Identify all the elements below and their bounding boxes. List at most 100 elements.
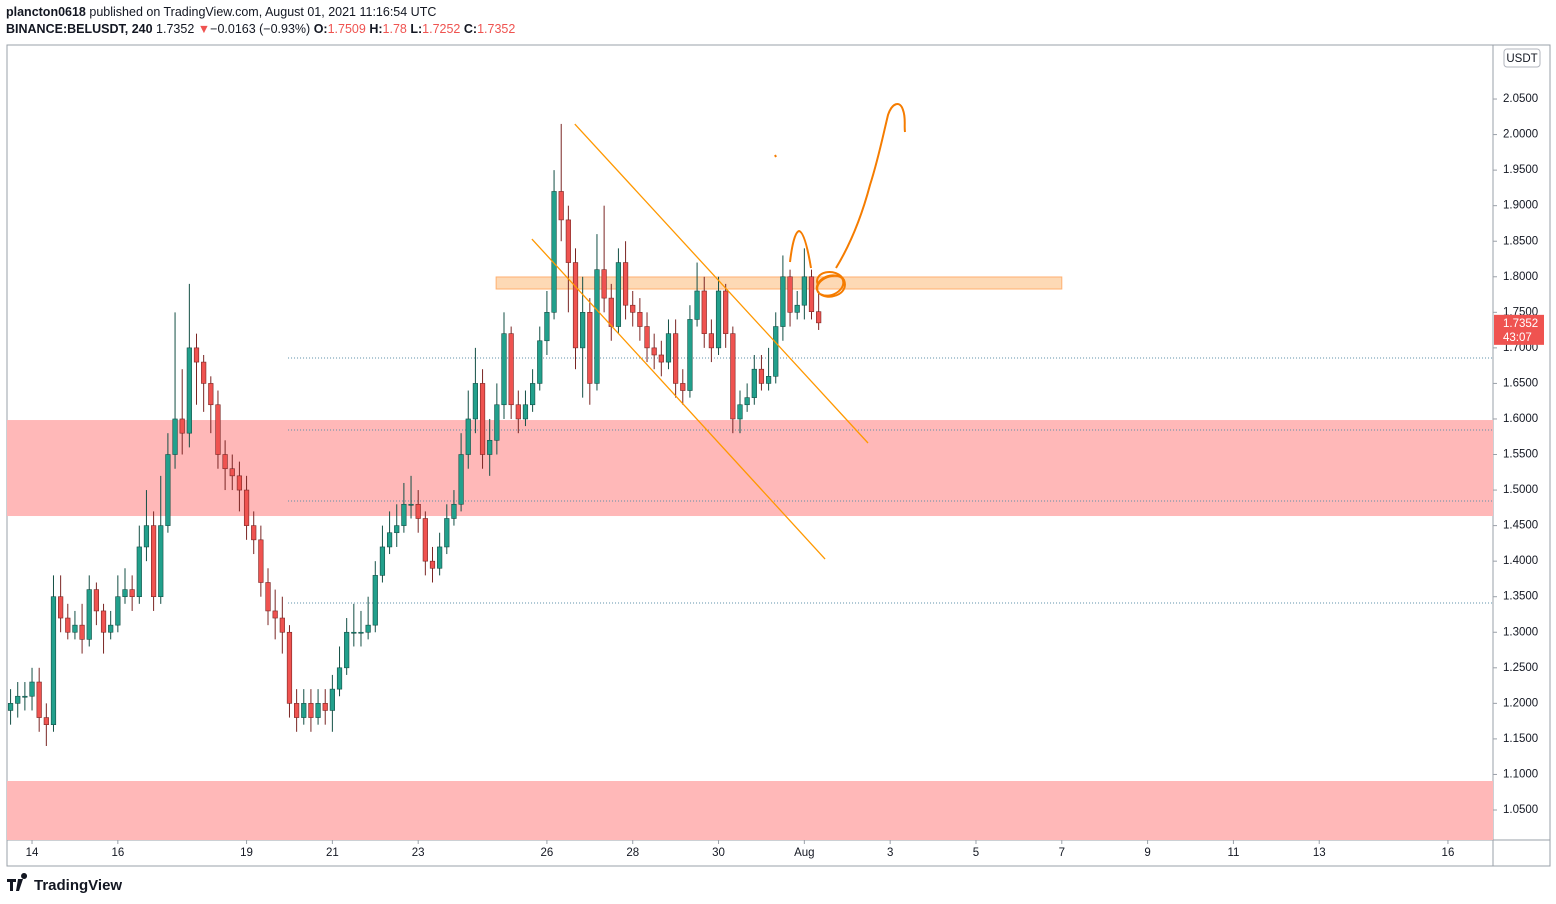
candle-body <box>773 326 779 377</box>
candle-body <box>522 404 529 420</box>
candle-body <box>93 589 99 612</box>
candle-body <box>401 503 407 526</box>
candle-body <box>236 475 243 491</box>
candle-body <box>251 525 257 541</box>
candle-body <box>329 688 335 711</box>
candle-body <box>687 319 693 391</box>
y-tick-label: 1.9500 <box>1503 164 1538 176</box>
candle-body <box>501 333 507 406</box>
candle-body <box>322 703 328 711</box>
candle-body <box>444 518 450 548</box>
y-tick-label: 1.1000 <box>1503 768 1538 780</box>
y-tick-label: 1.8000 <box>1503 271 1538 283</box>
x-tick-label: 13 <box>1313 847 1326 859</box>
countdown: 43:07 <box>1503 332 1532 344</box>
candle-body <box>315 703 321 718</box>
candle-body <box>551 191 557 313</box>
x-tick-label: 23 <box>412 847 425 859</box>
zone <box>495 276 1063 290</box>
hand-drawn-bump <box>789 229 812 269</box>
candle-body <box>172 418 178 455</box>
candle-body <box>100 610 107 633</box>
candle-body <box>86 589 92 640</box>
candle-body <box>544 312 550 342</box>
candle-body <box>394 525 400 534</box>
candle-body <box>429 560 436 569</box>
candle-body <box>451 503 457 519</box>
header: plancton0618 published on TradingView.co… <box>6 4 515 38</box>
candle-body <box>58 596 64 619</box>
x-tick-label: 28 <box>626 847 639 859</box>
candle-body <box>408 503 414 506</box>
candle-body <box>730 333 736 420</box>
candle-body <box>816 311 822 324</box>
candle-body <box>701 290 707 334</box>
candle-body <box>465 418 471 455</box>
candle-body <box>808 276 815 312</box>
y-tick-label: 1.5000 <box>1503 484 1538 496</box>
low-value: 1.7252 <box>422 22 461 36</box>
currency-label: USDT <box>1506 53 1537 65</box>
candle-body <box>193 347 200 363</box>
candle-body <box>15 695 21 704</box>
candle-body <box>208 383 214 406</box>
candle-body <box>487 439 493 455</box>
candle-body <box>479 383 486 455</box>
candle-body <box>665 333 672 363</box>
y-tick-label: 1.3000 <box>1503 626 1538 638</box>
close-value: 1.7352 <box>477 22 516 36</box>
candle-body <box>458 454 464 505</box>
candle-body <box>744 397 750 406</box>
x-tick-label: 19 <box>240 847 253 859</box>
candle-body <box>644 326 650 349</box>
candle-body <box>437 546 443 569</box>
candle-body <box>344 631 350 669</box>
publish-line: plancton0618 published on TradingView.co… <box>6 4 515 21</box>
candle-body <box>308 703 314 718</box>
y-tick-label: 2.0500 <box>1503 93 1538 105</box>
candle-body <box>715 290 722 349</box>
candle-body <box>386 532 393 548</box>
candle-body <box>286 631 293 704</box>
candle-body <box>222 454 228 470</box>
candle-body <box>372 575 378 626</box>
candle-body <box>272 610 278 619</box>
candle-body <box>279 617 285 633</box>
y-tick-label: 1.7000 <box>1503 342 1538 354</box>
candle-body <box>365 624 371 633</box>
candle-body <box>243 489 250 526</box>
candle-body <box>708 333 714 349</box>
price-tag <box>1494 314 1544 345</box>
candle-body <box>494 404 500 441</box>
y-tick-label: 1.9000 <box>1503 200 1538 212</box>
y-tick-label: 1.6000 <box>1503 413 1538 425</box>
low-label: L: <box>410 22 423 36</box>
candle-body <box>136 546 142 598</box>
change-arrow: ▼ <box>197 22 211 36</box>
candle-body <box>165 454 171 526</box>
candle-body <box>351 631 357 634</box>
candle-body <box>558 191 564 221</box>
candle-body <box>72 624 78 633</box>
candle-body <box>258 539 264 583</box>
open-value: 1.7509 <box>327 22 366 36</box>
candle-body <box>472 383 478 420</box>
candle-body <box>737 404 743 420</box>
candle-body <box>651 347 657 356</box>
x-tick-label: 9 <box>1144 847 1150 859</box>
candle-body <box>751 368 757 398</box>
x-tick-label: 11 <box>1227 847 1239 859</box>
x-tick-label: Aug <box>794 847 814 859</box>
candle-body <box>801 276 807 306</box>
zone <box>7 780 1493 840</box>
candle-body <box>415 503 421 519</box>
candle-body <box>215 404 221 455</box>
candle-body <box>780 276 786 327</box>
candle-body <box>758 368 765 384</box>
candle-body <box>150 525 157 598</box>
candle-body <box>673 333 679 384</box>
candle-body <box>630 304 636 313</box>
candle-body <box>601 269 607 299</box>
candle-body <box>565 219 571 263</box>
